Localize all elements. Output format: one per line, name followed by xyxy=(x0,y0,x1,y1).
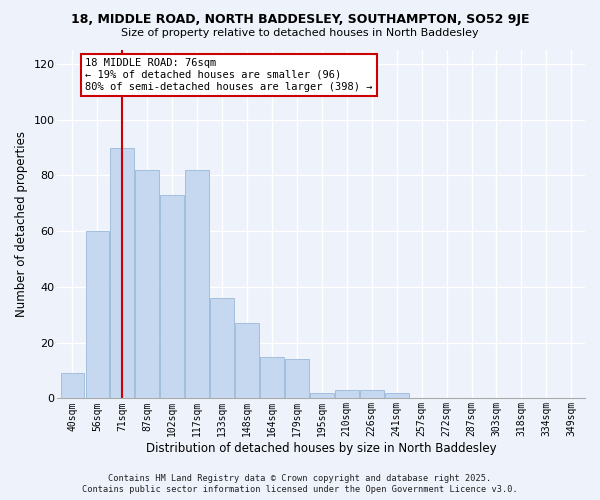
Bar xyxy=(86,231,109,398)
Text: Contains HM Land Registry data © Crown copyright and database right 2025.
Contai: Contains HM Land Registry data © Crown c… xyxy=(82,474,518,494)
Bar xyxy=(136,170,159,398)
X-axis label: Distribution of detached houses by size in North Baddesley: Distribution of detached houses by size … xyxy=(146,442,497,455)
Bar xyxy=(210,298,234,398)
Y-axis label: Number of detached properties: Number of detached properties xyxy=(15,131,28,317)
Bar xyxy=(360,390,383,398)
Bar xyxy=(160,195,184,398)
Bar xyxy=(285,360,309,399)
Bar xyxy=(335,390,359,398)
Bar xyxy=(260,356,284,399)
Bar xyxy=(310,393,334,398)
Bar xyxy=(110,148,134,398)
Text: 18, MIDDLE ROAD, NORTH BADDESLEY, SOUTHAMPTON, SO52 9JE: 18, MIDDLE ROAD, NORTH BADDESLEY, SOUTHA… xyxy=(71,12,529,26)
Text: Size of property relative to detached houses in North Baddesley: Size of property relative to detached ho… xyxy=(121,28,479,38)
Bar xyxy=(61,374,84,398)
Bar xyxy=(385,393,409,398)
Bar xyxy=(185,170,209,398)
Bar xyxy=(235,323,259,398)
Text: 18 MIDDLE ROAD: 76sqm
← 19% of detached houses are smaller (96)
80% of semi-deta: 18 MIDDLE ROAD: 76sqm ← 19% of detached … xyxy=(85,58,373,92)
